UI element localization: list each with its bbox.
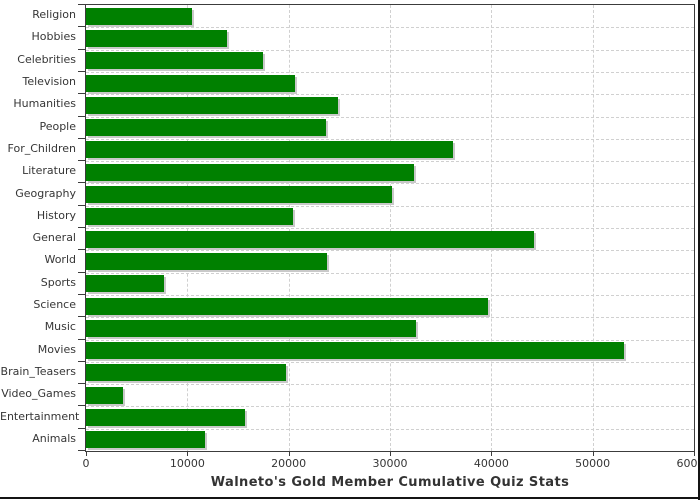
category-label: Science [33, 298, 76, 312]
row-gridline [86, 71, 694, 73]
category-label: Movies [37, 342, 76, 356]
y-axis-tick [78, 204, 85, 206]
window-frame-bottom-edge [0, 497, 700, 499]
y-axis-tick [78, 48, 85, 50]
x-axis-tick-label: 50000 [575, 457, 611, 470]
row-gridline [86, 272, 694, 274]
y-axis-tick [78, 182, 85, 184]
category-label: Religion [32, 8, 76, 22]
bar [86, 52, 264, 70]
category-label: People [39, 119, 76, 133]
y-axis-tick [78, 316, 85, 318]
category-label: Humanities [13, 97, 76, 111]
bar [86, 297, 489, 315]
x-axis-tick-label: 20000 [271, 457, 307, 470]
row-gridline [86, 27, 694, 29]
row-gridline [86, 228, 694, 229]
y-axis-tick [78, 227, 85, 228]
category-label: Celebrities [17, 52, 76, 66]
chart-title: Walneto's Gold Member Cumulative Quiz St… [210, 475, 570, 490]
bar [86, 119, 327, 137]
bar [86, 141, 453, 159]
x-axis-tick-label: 0 [82, 457, 90, 470]
bar [86, 275, 164, 293]
category-label: History [36, 208, 76, 222]
y-axis-tick [78, 137, 85, 139]
x-axis-tick [491, 452, 493, 456]
category-label: For_Children [7, 141, 76, 155]
category-label: Sports [40, 275, 76, 289]
category-label: General [32, 231, 76, 245]
bar [86, 409, 246, 427]
row-gridline [86, 250, 694, 252]
bar [86, 364, 286, 382]
y-axis-tick [78, 383, 85, 385]
x-axis-tick-label: 40000 [473, 457, 509, 470]
category-label: Entertainment [0, 409, 80, 423]
bar [86, 96, 339, 114]
category-label: Geography [15, 186, 76, 200]
bar [86, 208, 293, 226]
bar [86, 186, 392, 204]
bar [86, 386, 123, 404]
y-axis-tick [78, 26, 85, 28]
x-axis-tick [86, 452, 87, 456]
window-frame-right-edge [698, 0, 700, 500]
bar [86, 7, 193, 25]
y-axis-tick [78, 4, 85, 5]
category-label: World [44, 253, 76, 267]
row-gridline [86, 205, 694, 207]
x-axis-tick [390, 452, 391, 456]
bar [86, 319, 417, 337]
y-axis-tick [78, 293, 85, 295]
category-label: Hobbies [31, 30, 76, 44]
row-gridline [86, 183, 694, 185]
y-axis-tick [78, 115, 85, 117]
row-gridline [86, 406, 694, 408]
plot-area [85, 4, 695, 452]
row-gridline [86, 138, 694, 140]
category-label: Television [22, 75, 77, 89]
bar [86, 431, 205, 449]
y-axis-tick [78, 70, 85, 72]
category-label: Animals [32, 431, 76, 445]
x-axis-tick-label: 10000 [169, 457, 205, 470]
y-axis-tick [78, 338, 85, 340]
category-label: Literature [22, 164, 76, 178]
y-axis-tick [78, 360, 85, 362]
bar [86, 163, 415, 181]
row-gridline [86, 428, 694, 430]
row-gridline [86, 94, 694, 96]
y-axis-tick [78, 160, 85, 162]
bar [86, 252, 328, 270]
y-axis-tick [78, 450, 85, 451]
x-axis-tick [187, 452, 189, 456]
y-axis-tick [78, 405, 85, 407]
row-gridline [86, 116, 694, 118]
row-gridline [86, 49, 694, 51]
row-gridline [86, 161, 694, 163]
row-gridline [86, 317, 694, 319]
category-label: Brain_Teasers [0, 364, 76, 378]
y-axis-tick [78, 93, 85, 95]
row-gridline [86, 339, 694, 341]
row-gridline [86, 361, 694, 363]
bar [86, 230, 534, 248]
x-axis-tick-label: 30000 [372, 457, 408, 470]
bar [86, 74, 295, 92]
x-axis-tick [592, 452, 594, 456]
y-axis-tick [78, 271, 85, 273]
category-label: Video_Games [1, 387, 76, 401]
y-axis-tick [78, 427, 85, 429]
y-axis-tick [78, 249, 85, 251]
x-axis-tick [694, 452, 695, 456]
category-label: Music [44, 320, 76, 334]
row-gridline [86, 384, 694, 386]
x-axis-tick-label: 60000 [676, 457, 700, 470]
x-axis-tick [288, 452, 290, 456]
bar [86, 29, 227, 47]
row-gridline [86, 294, 694, 296]
bar [86, 342, 625, 360]
